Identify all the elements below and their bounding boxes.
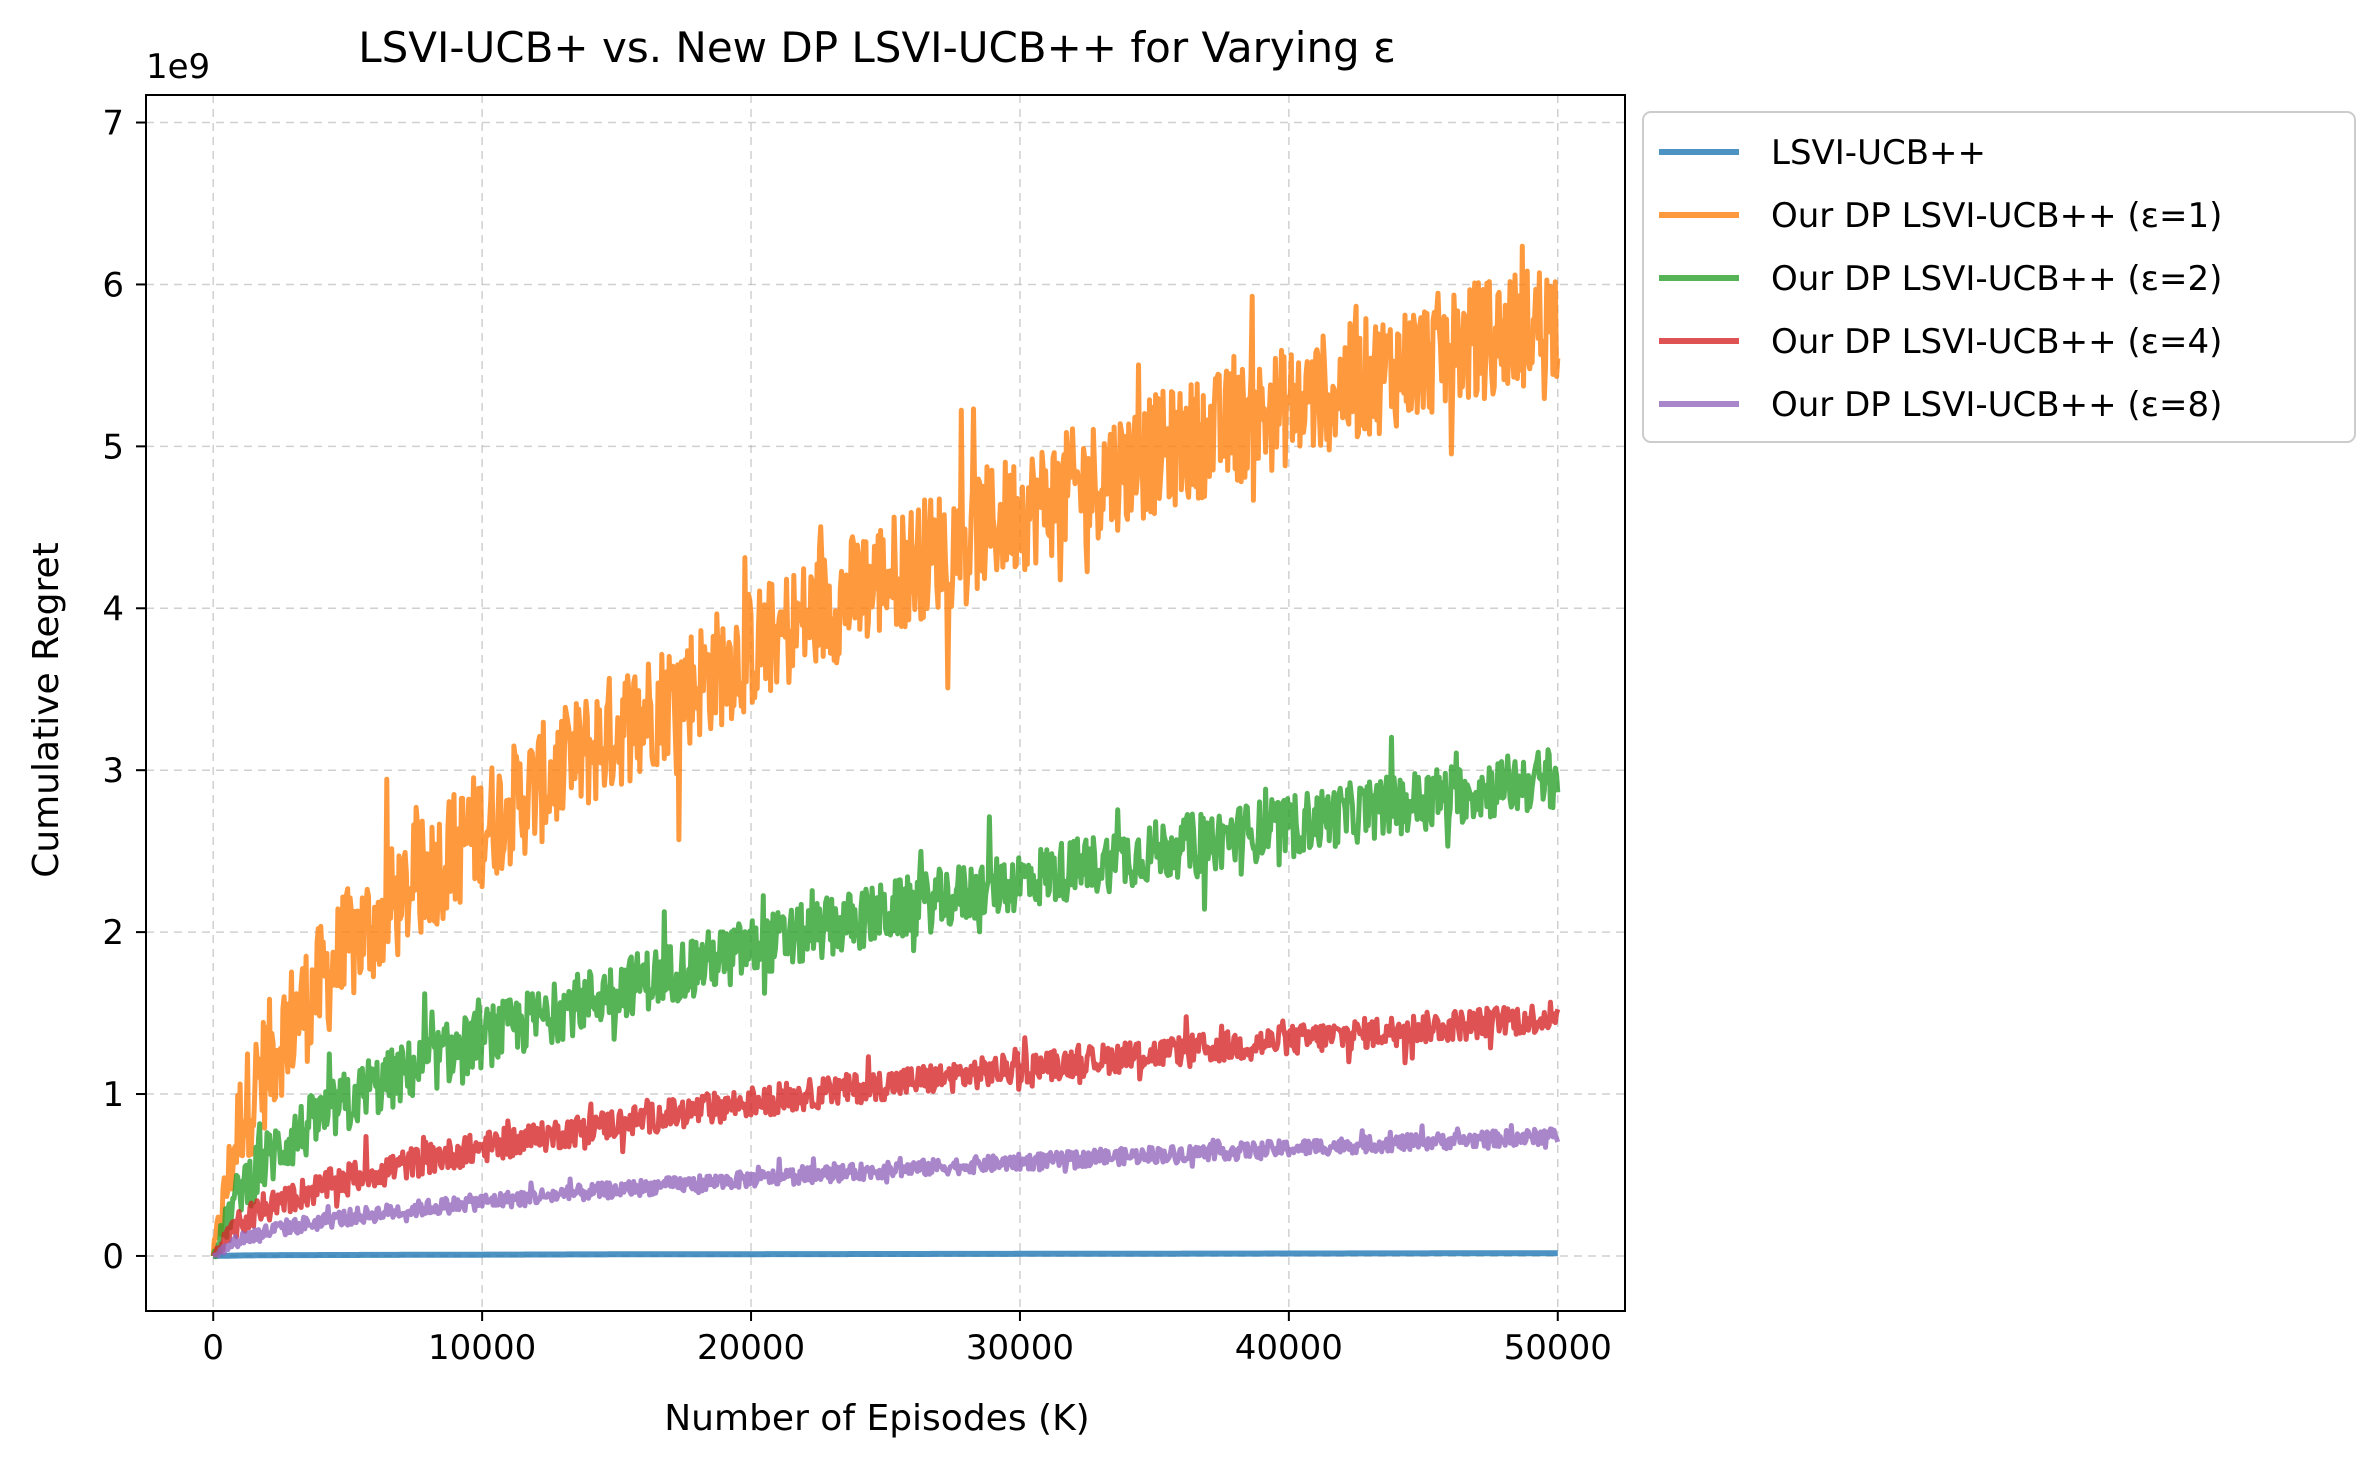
y-tick-label: 5 xyxy=(102,427,124,467)
x-tick-label: 20000 xyxy=(697,1328,805,1368)
series-line xyxy=(211,999,1561,1258)
y-tick-label: 6 xyxy=(102,265,124,305)
series-line xyxy=(211,1250,1560,1259)
tick-layer: 0 10000 20000 30000 40000 50000 0 1 2 3 4 5 6 7 xyxy=(102,104,1611,1368)
chart-title: LSVI-UCB+ vs. New DP LSVI-UCB++ for Vary… xyxy=(358,23,1396,72)
x-axis-label: Number of Episodes (K) xyxy=(664,1398,1089,1439)
y-axis-label: Cumulative Regret xyxy=(26,542,67,878)
series-2 xyxy=(210,734,1561,1260)
legend-item: Our DP LSVI-UCB++ (ε=8) xyxy=(1659,385,2222,425)
legend-label: Our DP LSVI-UCB++ (ε=1) xyxy=(1771,196,2222,236)
legend-label: Our DP LSVI-UCB++ (ε=8) xyxy=(1771,385,2222,425)
x-tick-label: 0 xyxy=(202,1328,224,1368)
y-tick-label: 3 xyxy=(102,751,124,791)
legend-label: Our DP LSVI-UCB++ (ε=2) xyxy=(1771,259,2222,299)
series-4 xyxy=(211,1123,1561,1259)
x-tick-label: 10000 xyxy=(428,1328,536,1368)
series-0 xyxy=(211,1250,1560,1259)
series-line xyxy=(210,734,1561,1260)
y-tick-label: 0 xyxy=(102,1237,124,1277)
series-line xyxy=(210,243,1561,1257)
legend: LSVI-UCB++ Our DP LSVI-UCB++ (ε=1) Our DP … xyxy=(1642,111,2356,443)
y-tick-label: 2 xyxy=(102,913,124,953)
x-tick-label: 40000 xyxy=(1235,1328,1343,1368)
legend-item: LSVI-UCB++ xyxy=(1659,133,1986,173)
plot-frame xyxy=(145,94,1626,1312)
series-layer xyxy=(210,243,1561,1260)
legend-box xyxy=(1642,111,2356,443)
x-tick-label: 30000 xyxy=(966,1328,1074,1368)
y-tick-label: 7 xyxy=(102,104,124,144)
legend-label: LSVI-UCB++ xyxy=(1771,133,1986,173)
legend-label: Our DP LSVI-UCB++ (ε=4) xyxy=(1771,322,2222,362)
series-1 xyxy=(210,243,1561,1257)
series-line xyxy=(211,1123,1561,1259)
y-tick-label: 1 xyxy=(102,1075,124,1115)
y-tick-label: 4 xyxy=(102,589,124,629)
legend-item: Our DP LSVI-UCB++ (ε=4) xyxy=(1659,322,2222,362)
series-3 xyxy=(211,999,1561,1258)
y-multiplier-label: 1e9 xyxy=(146,47,210,87)
legend-item: Our DP LSVI-UCB++ (ε=1) xyxy=(1659,196,2222,236)
legend-item: Our DP LSVI-UCB++ (ε=2) xyxy=(1659,259,2222,299)
x-tick-label: 50000 xyxy=(1504,1328,1612,1368)
